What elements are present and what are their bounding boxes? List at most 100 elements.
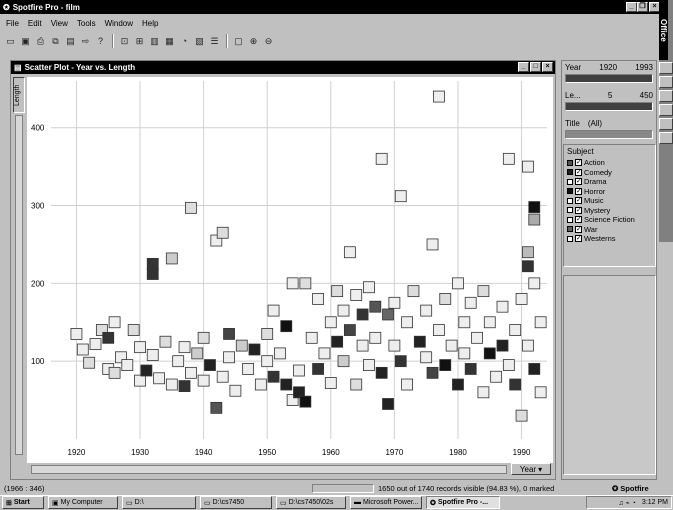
minimize-button[interactable]: _ [626, 2, 637, 12]
taskbar-item-d-drive[interactable]: ▭ D:\ [122, 496, 196, 509]
data-point [95, 324, 108, 336]
paste-icon[interactable]: ▤ [66, 35, 75, 46]
subject-option[interactable]: ✓ Westerns [567, 234, 652, 244]
subject-option-label: Action [584, 158, 605, 168]
subject-checkbox[interactable]: ✓ [575, 159, 582, 167]
office-app-icon[interactable] [659, 118, 673, 130]
office-app-icon[interactable] [659, 62, 673, 74]
reset-zoom-icon[interactable]: ⊖ [264, 35, 273, 46]
office-shortcut-bar: Office [659, 0, 673, 242]
subject-option-label: Drama [584, 177, 607, 187]
taskbar-item-spotfire[interactable]: ✪ Spotfire Pro -... [426, 496, 500, 509]
subject-option-label: Music [584, 196, 604, 206]
list-icon[interactable]: ☰ [210, 35, 219, 46]
subject-option[interactable]: ✓ War [567, 225, 652, 235]
subject-option[interactable]: ✓ Drama [567, 177, 652, 187]
taskbar-item-cs7450[interactable]: ▭ D:\cs7450 [200, 496, 272, 509]
window-icon[interactable]: ▢ [234, 35, 243, 46]
office-app-icon[interactable] [659, 76, 673, 88]
taskbar-item-cs7450-02s[interactable]: ▭ D:\cs7450\02s [276, 496, 346, 509]
save-icon[interactable]: ▣ [21, 35, 30, 46]
export-icon[interactable]: ⇨ [81, 35, 90, 46]
data-point [356, 339, 369, 352]
year-filter: Year 1920 1993 [565, 63, 653, 83]
scatter-chart[interactable]: 1920 1930 1940 1950 1960 1970 1980 1990 100 200 30… [27, 77, 553, 463]
data-point [216, 370, 229, 383]
subject-option[interactable]: ✓ Comedy [567, 168, 652, 178]
subject-filter-label: Subject [567, 147, 594, 156]
taskbar-item-my-computer[interactable]: ▣ My Computer [48, 496, 118, 509]
title-alpha-slider[interactable] [565, 130, 653, 139]
bar-chart-icon[interactable]: ▥ [150, 35, 159, 46]
table-icon[interactable]: ▧ [195, 35, 204, 46]
subject-checkbox[interactable]: ✓ [575, 168, 582, 176]
subject-option[interactable]: ✓ Science Fiction [567, 215, 652, 225]
menu-window[interactable]: Window [104, 18, 134, 28]
subject-checkbox[interactable]: ✓ [575, 187, 582, 195]
scatter-3d-icon[interactable]: ⊞ [135, 35, 144, 46]
data-point [382, 308, 394, 321]
maximize-button[interactable]: ❐ [637, 2, 648, 12]
open-icon[interactable]: ▭ [6, 35, 15, 46]
x-tick-label: 1960 [322, 448, 340, 457]
plot-maximize-button[interactable]: □ [530, 62, 541, 72]
data-point [528, 363, 541, 375]
data-point [324, 316, 337, 329]
data-point [375, 366, 388, 379]
copy-icon[interactable]: ⧉ [52, 35, 59, 46]
office-app-icon[interactable] [659, 104, 673, 116]
subject-option[interactable]: ✓ Horror [567, 187, 652, 197]
menu-view[interactable]: View [50, 18, 68, 28]
y-scrollbar[interactable] [15, 115, 23, 455]
subject-checkbox[interactable]: ✓ [575, 178, 582, 186]
computer-icon: ▣ [52, 499, 59, 507]
plot-close-button[interactable]: × [542, 62, 553, 72]
data-point [223, 328, 235, 340]
taskbar-item-powerpoint[interactable]: ▬ Microsoft Power... [350, 496, 422, 509]
x-axis-label: Year [519, 464, 537, 474]
year-range-slider[interactable] [565, 74, 653, 83]
start-button[interactable]: ⊞ Start [2, 496, 44, 509]
menu-edit[interactable]: Edit [27, 18, 42, 28]
data-point [337, 304, 350, 317]
data-point [477, 386, 490, 399]
zoom-icon[interactable]: ⊕ [249, 35, 258, 46]
folder-icon: ▭ [280, 499, 287, 507]
histogram-icon[interactable]: ▦ [165, 35, 174, 46]
title-filter-label: Title [565, 119, 580, 128]
data-point [471, 331, 483, 344]
subject-option[interactable]: ✓ Music [567, 196, 652, 206]
menu-tools[interactable]: Tools [76, 18, 96, 28]
data-point [293, 364, 305, 377]
help-pointer-icon[interactable]: ? [97, 36, 103, 46]
subject-option[interactable]: ✓ Action [567, 158, 652, 168]
subject-checkbox[interactable]: ✓ [575, 235, 582, 243]
x-scrollbar[interactable] [31, 465, 507, 474]
data-point [280, 320, 293, 333]
data-point [369, 331, 382, 344]
subject-option[interactable]: ✓ Mystery [567, 206, 652, 216]
y-axis-selector[interactable]: Length [13, 77, 25, 113]
data-point [528, 201, 541, 213]
menu-file[interactable]: File [6, 18, 19, 28]
scatter-2d-icon[interactable]: ⊡ [120, 35, 129, 46]
data-point [102, 331, 115, 344]
subject-checkbox[interactable]: ✓ [575, 216, 582, 224]
data-point [356, 308, 369, 321]
plot-minimize-button[interactable]: _ [518, 62, 529, 72]
office-app-icon[interactable] [659, 90, 673, 102]
pie-chart-icon[interactable]: ◔ [181, 36, 188, 46]
subject-checkbox[interactable]: ✓ [575, 206, 582, 214]
menu-help[interactable]: Help [142, 18, 159, 28]
title-filter: Title (All) [565, 119, 653, 139]
x-axis-selector[interactable]: Year ▾ [511, 463, 551, 475]
tray-icons: ♫ ⌁ ◔ [618, 499, 636, 507]
subject-checkbox[interactable]: ✓ [575, 197, 582, 205]
length-range-slider[interactable] [565, 102, 653, 111]
print-icon[interactable]: ⎙ [36, 35, 45, 46]
subject-checkbox[interactable]: ✓ [575, 225, 582, 233]
data-point [318, 347, 331, 360]
data-point [426, 366, 439, 379]
query-devices-panel: Year 1920 1993 Le... 5 450 Title (All) S… [561, 60, 657, 480]
office-app-icon[interactable] [659, 132, 673, 144]
